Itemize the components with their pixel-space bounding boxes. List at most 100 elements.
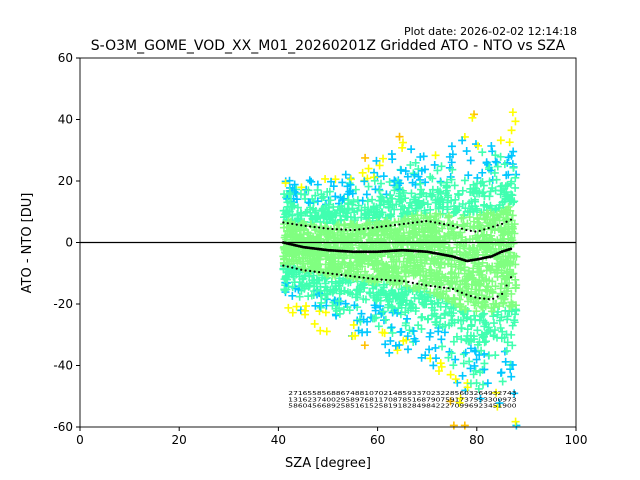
stat-point [416, 221, 419, 224]
stat-point [420, 220, 423, 223]
data-point [284, 303, 293, 312]
data-point [338, 178, 347, 187]
data-point [431, 151, 440, 160]
stat-point [380, 225, 383, 228]
data-point [511, 183, 520, 192]
data-point [417, 166, 426, 175]
stat-point [425, 219, 428, 223]
data-point [491, 351, 500, 360]
data-point [451, 375, 460, 384]
stat-point [300, 224, 303, 227]
data-point [406, 160, 415, 169]
data-point [416, 179, 425, 188]
stat-point [317, 271, 321, 274]
data-point [490, 326, 499, 335]
stat-point [434, 285, 437, 288]
stat-point [474, 230, 477, 233]
data-point [323, 187, 332, 196]
data-point [468, 188, 477, 197]
stat-point [398, 223, 401, 226]
data-point [496, 136, 505, 145]
data-point [407, 299, 416, 308]
stat-point [407, 222, 410, 225]
data-point [443, 205, 452, 214]
x-tick-label: 0 [76, 433, 84, 447]
data-point [436, 314, 445, 323]
data-point [419, 214, 428, 223]
stat-point [465, 228, 468, 232]
data-point [423, 200, 432, 209]
data-point [479, 188, 488, 197]
data-point [457, 335, 466, 344]
data-point [421, 178, 430, 187]
data-point [496, 152, 505, 161]
data-point [376, 179, 385, 188]
data-point [411, 180, 420, 189]
y-tick-label: -60 [53, 420, 73, 434]
data-point [507, 298, 516, 307]
data-point [474, 384, 483, 393]
data-point [447, 158, 456, 167]
data-point [449, 337, 458, 346]
data-point [498, 377, 507, 386]
data-point [410, 170, 419, 179]
data-point [372, 156, 381, 165]
data-point [363, 197, 372, 206]
stat-point [384, 278, 388, 282]
data-point [354, 201, 363, 210]
y-tick-label: 40 [58, 113, 73, 127]
stat-point [420, 283, 423, 286]
data-point [419, 152, 428, 161]
data-point [402, 208, 411, 217]
data-point [455, 295, 464, 304]
scatter-points [279, 108, 521, 430]
stat-point [335, 273, 339, 276]
data-point [503, 338, 512, 347]
data-point [321, 308, 330, 317]
data-point [388, 328, 397, 337]
data-point [442, 287, 451, 296]
data-point [465, 337, 474, 346]
x-tick-label: 80 [469, 433, 484, 447]
stat-point [451, 224, 455, 227]
data-point [339, 194, 348, 203]
stat-point [447, 223, 450, 227]
stat-point [429, 284, 432, 288]
stat-point [384, 224, 388, 228]
data-point [319, 192, 328, 201]
data-point [508, 341, 517, 350]
data-point [364, 182, 373, 191]
data-point [288, 308, 297, 317]
data-point [448, 165, 457, 174]
data-point [470, 361, 479, 370]
data-point [397, 166, 406, 175]
data-point [307, 177, 316, 186]
stat-point [331, 272, 334, 275]
data-point [351, 331, 360, 340]
data-point [365, 288, 374, 297]
data-point [497, 368, 506, 377]
stat-point [398, 279, 401, 282]
data-point [502, 330, 511, 339]
stat-point [286, 265, 289, 268]
data-point [404, 203, 413, 212]
data-point [492, 388, 501, 397]
stat-point [483, 297, 486, 300]
data-point [329, 182, 338, 191]
stat-point [456, 289, 459, 292]
data-point [472, 355, 481, 364]
data-point [436, 359, 445, 368]
data-point [440, 309, 449, 318]
data-point [381, 340, 390, 349]
data-point [403, 314, 412, 323]
stat-point [304, 269, 307, 272]
stat-point [469, 229, 472, 232]
data-point [458, 186, 467, 195]
stat-point [286, 222, 289, 225]
data-point [437, 335, 446, 344]
stat-point [371, 277, 374, 280]
data-point [432, 288, 441, 297]
data-point [468, 113, 477, 122]
data-point [414, 321, 423, 330]
stat-point [389, 224, 392, 227]
